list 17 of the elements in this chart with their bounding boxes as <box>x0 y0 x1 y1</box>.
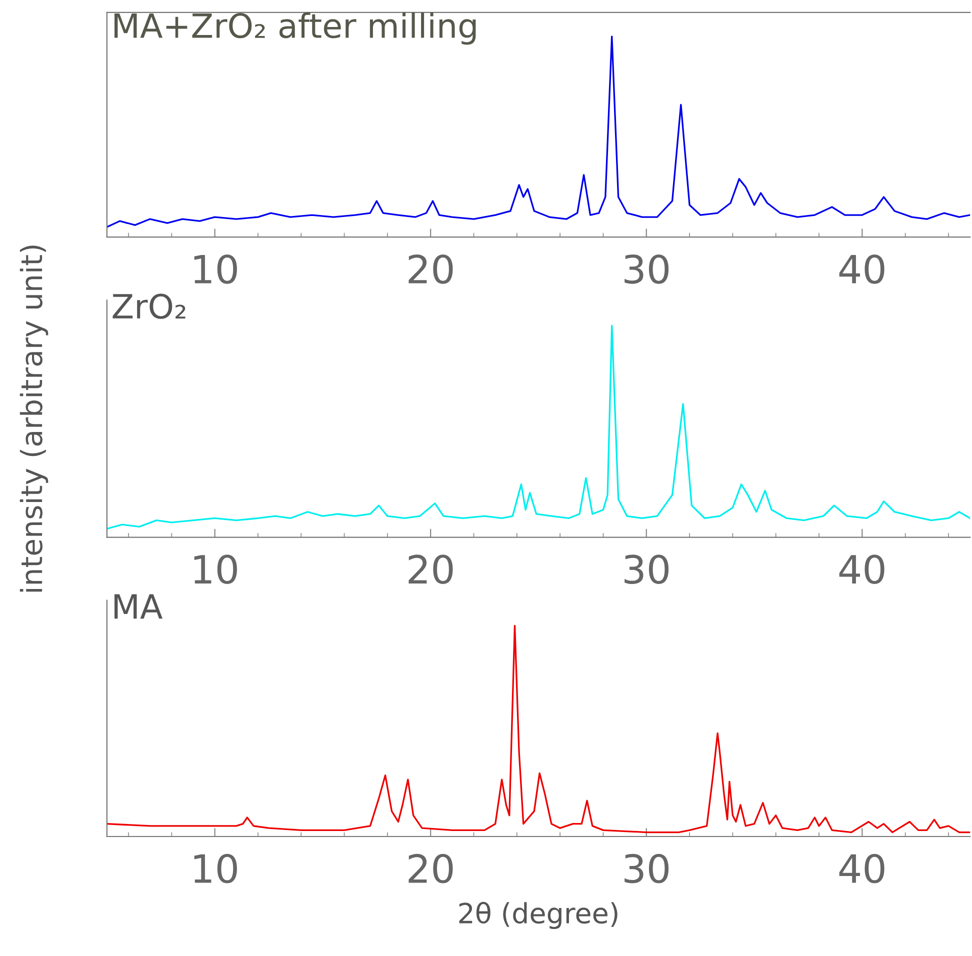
x-tick-label: 40 <box>839 854 884 884</box>
chart-title: ZrO₂ <box>112 294 186 319</box>
x-tick-label: 20 <box>408 254 453 284</box>
x-tick-label: 10 <box>194 254 237 284</box>
x-tick-label: 40 <box>839 254 884 284</box>
x-tick-label: 20 <box>408 554 453 584</box>
x-tick-label: 30 <box>624 854 669 884</box>
x-tick-label: 30 <box>624 554 669 584</box>
x-tick-label: 10 <box>194 554 237 584</box>
y-axis-title: intensity (arbitrary unit) <box>20 246 48 592</box>
chart-title: MA+ZrO₂ after milling <box>114 12 476 45</box>
x-tick-label: 40 <box>839 554 884 584</box>
x-axis-title: 2θ (degree) <box>459 902 618 930</box>
chart-title: MA <box>114 594 163 619</box>
x-tick-label: 10 <box>194 854 237 884</box>
x-tick-label: 20 <box>408 854 453 884</box>
x-tick-label: 30 <box>624 254 669 284</box>
